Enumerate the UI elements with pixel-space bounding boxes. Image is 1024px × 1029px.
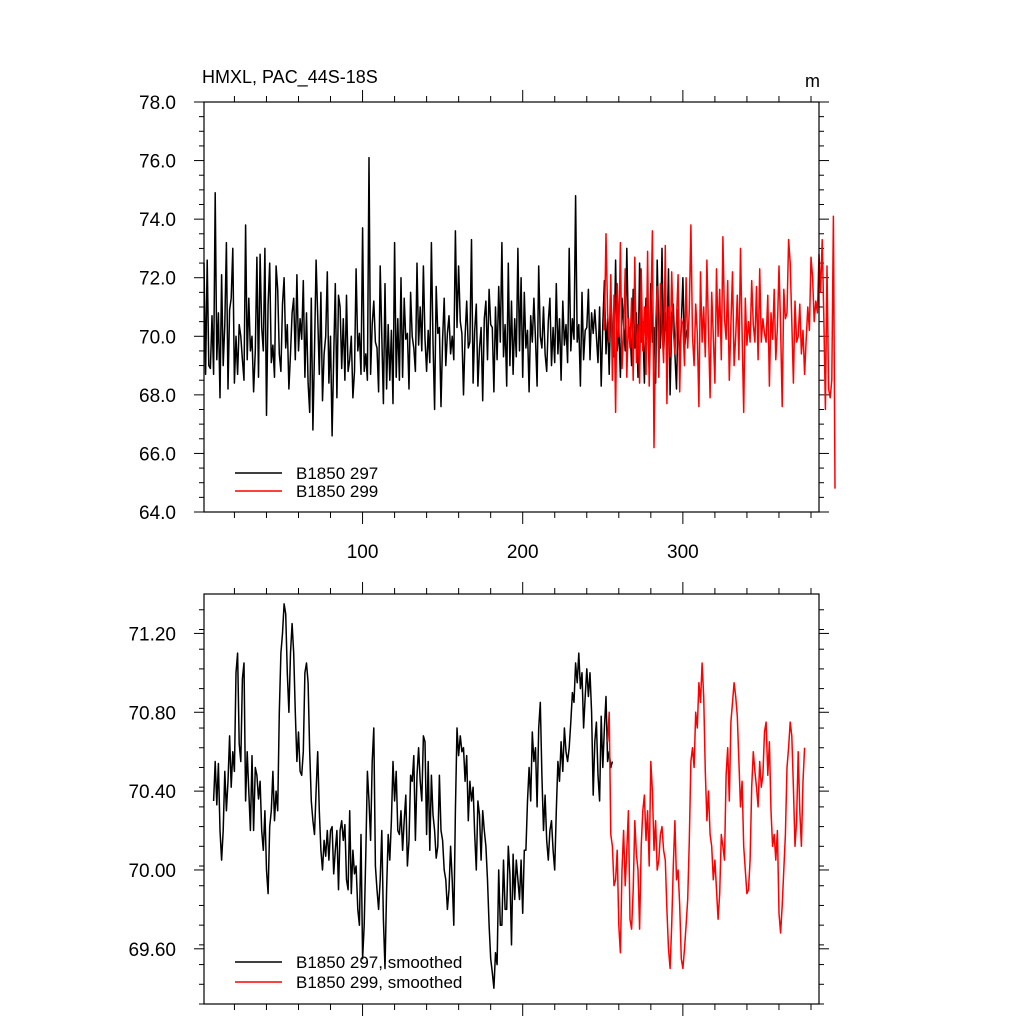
legend-label-299-smoothed: B1850 299, smoothed bbox=[296, 973, 462, 992]
top-series-lines bbox=[203, 156, 836, 489]
y-tick-label: 71.20 bbox=[128, 624, 176, 645]
chart-title: HMXL, PAC_44S-18S bbox=[202, 67, 378, 88]
top-axes: 64.0 66.0 68.0 70.0 72.0 74.0 76.0 78.0 100 200 30… bbox=[139, 90, 829, 563]
legend-label-297-smoothed: B1850 297, smoothed bbox=[296, 953, 462, 972]
units-label: m bbox=[805, 71, 820, 91]
y-tick-label: 72.0 bbox=[139, 269, 176, 290]
y-tick-label: 64.0 bbox=[139, 503, 176, 524]
legend-label-297: B1850 297 bbox=[296, 464, 378, 483]
x-tick-label: 100 bbox=[347, 542, 379, 563]
y-tick-label: 66.0 bbox=[139, 444, 176, 465]
series-line-b1850-299 bbox=[606, 662, 806, 970]
y-tick-label: 70.40 bbox=[128, 782, 176, 803]
y-tick-label: 70.80 bbox=[128, 703, 176, 724]
top-panel: HMXL, PAC_44S-18S m 64.0 66.0 68.0 70.0 72.0… bbox=[139, 67, 836, 563]
y-tick-label: 69.60 bbox=[128, 940, 176, 961]
top-legend: B1850 297 B1850 299 bbox=[235, 464, 378, 501]
bottom-axes: 69.60 70.00 70.40 70.80 71.20 bbox=[128, 582, 829, 1016]
bottom-legend: B1850 297, smoothed B1850 299, smoothed bbox=[235, 953, 462, 992]
x-tick-label: 300 bbox=[667, 542, 699, 563]
y-tick-label: 68.0 bbox=[139, 386, 176, 407]
y-tick-label: 76.0 bbox=[139, 152, 176, 173]
bottom-plot-frame bbox=[203, 593, 820, 1005]
x-tick-label: 200 bbox=[507, 542, 539, 563]
y-tick-label: 78.0 bbox=[139, 93, 176, 114]
y-tick-label: 70.00 bbox=[128, 861, 176, 882]
top-plot-frame bbox=[203, 101, 820, 513]
bottom-series-lines bbox=[212, 603, 806, 989]
y-tick-label: 70.0 bbox=[139, 327, 176, 348]
series-line-b1850-299 bbox=[603, 215, 836, 489]
legend-label-299: B1850 299 bbox=[296, 482, 378, 501]
series-line-b1850-297 bbox=[212, 603, 614, 989]
y-tick-label: 74.0 bbox=[139, 210, 176, 231]
series-line-b1850-297 bbox=[203, 156, 689, 437]
bottom-panel: 69.60 70.00 70.40 70.80 71.20 B1850 297, smo… bbox=[128, 582, 829, 1016]
